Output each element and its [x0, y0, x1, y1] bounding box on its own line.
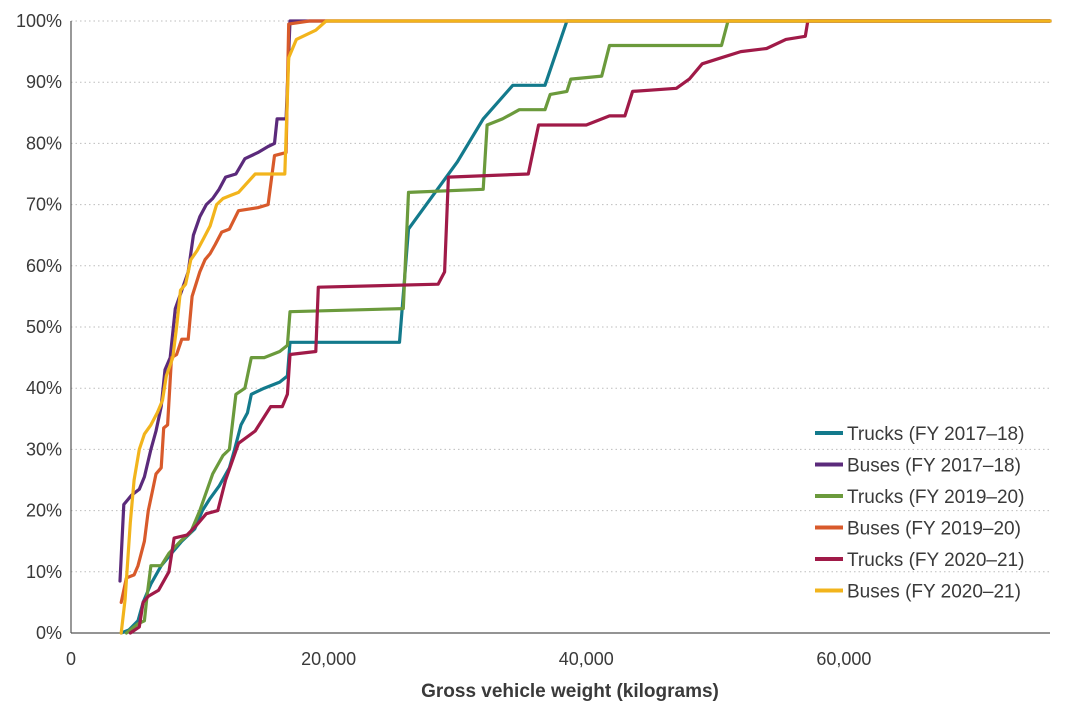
x-tick-label: 20,000	[301, 649, 356, 669]
series-line-2	[118, 19, 1052, 583]
axes: 0% 10% 20% 30% 40% 50% 60% 70% 80% 90% 100% 0 20,000…	[16, 11, 1050, 669]
y-tick-label: 10%	[26, 562, 62, 582]
y-tick-label: 100%	[16, 11, 62, 31]
y-tick-label: 0%	[36, 623, 62, 643]
series-line-6	[119, 19, 1052, 635]
y-tick-label: 50%	[26, 317, 62, 337]
series-line-5	[128, 19, 1052, 635]
x-tick-label: 0	[66, 649, 76, 669]
x-tick-label: 40,000	[559, 649, 614, 669]
series-lines	[118, 19, 1052, 635]
y-tick-label: 90%	[26, 72, 62, 92]
y-tick-label: 80%	[26, 133, 62, 153]
legend-label: Buses (FY 2017–18)	[847, 456, 1021, 477]
series-line-3	[124, 19, 1052, 635]
y-tick-label: 70%	[26, 195, 62, 215]
series-line-4	[119, 19, 1052, 604]
legend: Trucks (FY 2017–18) Buses (FY 2017–18) Tru…	[815, 424, 1024, 603]
y-tick-label: 20%	[26, 501, 62, 521]
series-line-1	[119, 19, 1052, 635]
legend-label: Trucks (FY 2020–21)	[847, 550, 1024, 571]
legend-label: Trucks (FY 2019–20)	[847, 487, 1024, 508]
y-tick-label: 60%	[26, 256, 62, 276]
x-tick-label: 60,000	[816, 649, 871, 669]
y-tick-label: 40%	[26, 378, 62, 398]
grid-lines	[71, 20, 1050, 573]
y-tick-label: 30%	[26, 439, 62, 459]
x-axis-title: Gross vehicle weight (kilograms)	[421, 681, 719, 702]
legend-label: Buses (FY 2020–21)	[847, 582, 1021, 603]
legend-label: Trucks (FY 2017–18)	[847, 424, 1024, 445]
legend-label: Buses (FY 2019–20)	[847, 519, 1021, 540]
